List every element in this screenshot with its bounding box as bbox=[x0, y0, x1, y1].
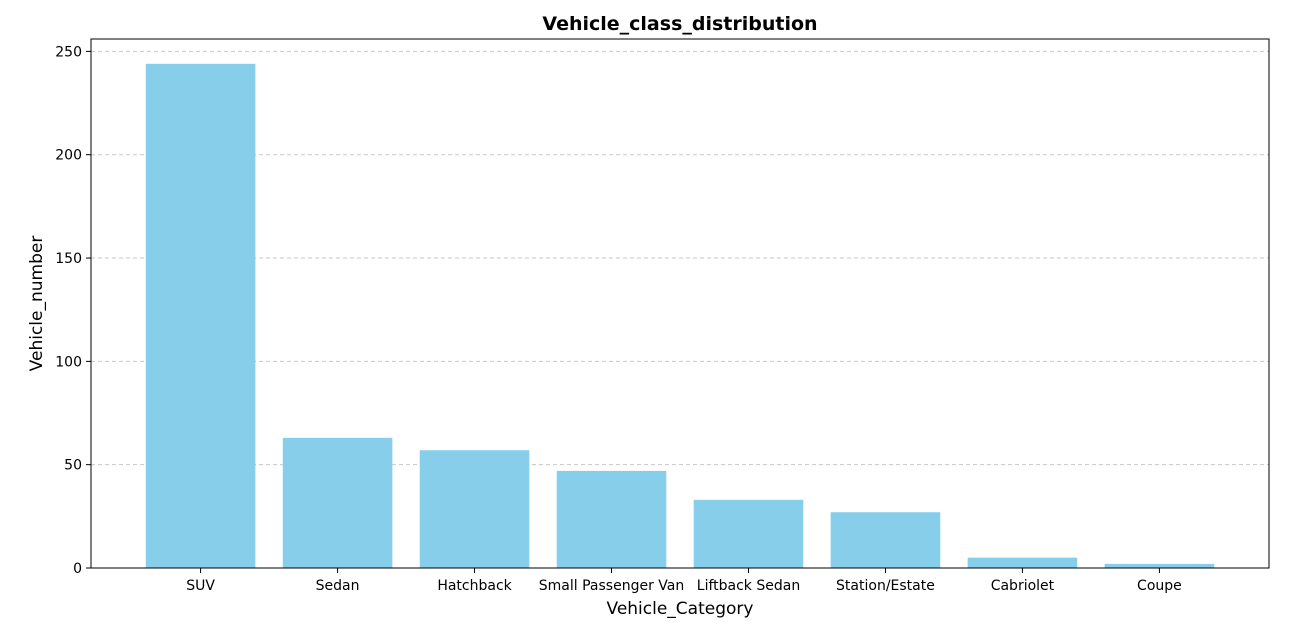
x-axis-label: Vehicle_Category bbox=[607, 599, 754, 619]
bar bbox=[282, 437, 393, 568]
x-tick-label: Cabriolet bbox=[991, 578, 1055, 594]
x-axis-ticks: SUV Sedan Hatchback Small Passenger Van Lift… bbox=[186, 568, 1182, 594]
x-tick-label: Sedan bbox=[316, 578, 360, 594]
y-tick-label: 250 bbox=[55, 44, 82, 60]
bar bbox=[830, 512, 941, 568]
plot-frame bbox=[90, 38, 1270, 569]
x-tick-label: Hatchback bbox=[437, 578, 512, 594]
y-tick-label: 200 bbox=[55, 148, 82, 164]
bar bbox=[967, 557, 1078, 568]
bar bbox=[145, 63, 256, 568]
y-axis-ticks: 0 50 100 150 200 250 bbox=[55, 44, 91, 577]
x-tick-label: Station/Estate bbox=[836, 578, 935, 594]
y-tick-label: 0 bbox=[73, 561, 82, 577]
x-tick-label: Liftback Sedan bbox=[697, 578, 800, 594]
bar bbox=[556, 470, 667, 568]
y-tick-label: 100 bbox=[55, 354, 82, 370]
x-tick-label: SUV bbox=[186, 578, 215, 594]
bar bbox=[1104, 563, 1215, 568]
y-tick-label: 50 bbox=[64, 458, 82, 474]
y-axis-label: Vehicle_number bbox=[27, 236, 47, 372]
bar bbox=[419, 450, 530, 568]
bars bbox=[145, 63, 1215, 568]
x-tick-label: Coupe bbox=[1137, 578, 1182, 594]
x-tick-label: Small Passenger Van bbox=[539, 578, 684, 594]
gridlines bbox=[91, 50, 1269, 466]
bar bbox=[693, 499, 804, 568]
chart-title: Vehicle_class_distribution bbox=[542, 13, 817, 35]
y-tick-label: 150 bbox=[55, 251, 82, 267]
